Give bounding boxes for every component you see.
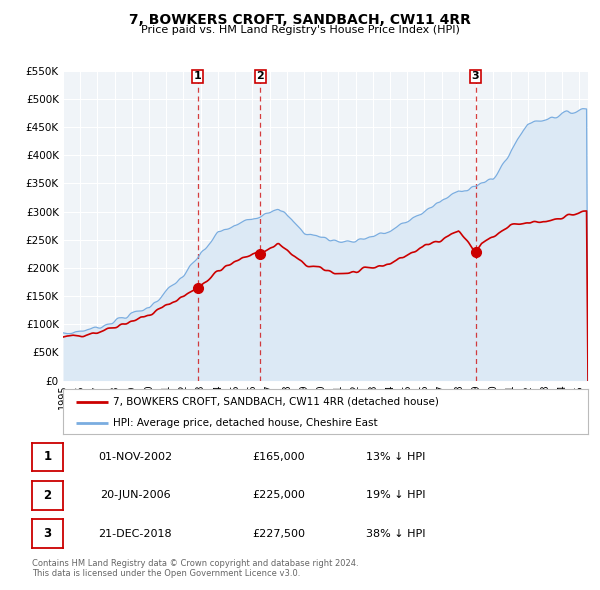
Text: £225,000: £225,000 bbox=[253, 490, 305, 500]
Text: This data is licensed under the Open Government Licence v3.0.: This data is licensed under the Open Gov… bbox=[32, 569, 300, 578]
Text: £227,500: £227,500 bbox=[253, 529, 305, 539]
Text: Contains HM Land Registry data © Crown copyright and database right 2024.: Contains HM Land Registry data © Crown c… bbox=[32, 559, 358, 568]
Text: 3: 3 bbox=[43, 527, 52, 540]
Text: 2: 2 bbox=[43, 489, 52, 502]
Text: 7, BOWKERS CROFT, SANDBACH, CW11 4RR: 7, BOWKERS CROFT, SANDBACH, CW11 4RR bbox=[129, 13, 471, 27]
Text: 21-DEC-2018: 21-DEC-2018 bbox=[98, 529, 172, 539]
Text: 1: 1 bbox=[194, 71, 202, 81]
Text: 3: 3 bbox=[472, 71, 479, 81]
Text: 38% ↓ HPI: 38% ↓ HPI bbox=[366, 529, 426, 539]
Text: 2: 2 bbox=[257, 71, 264, 81]
Text: 13% ↓ HPI: 13% ↓ HPI bbox=[367, 452, 425, 462]
Text: Price paid vs. HM Land Registry's House Price Index (HPI): Price paid vs. HM Land Registry's House … bbox=[140, 25, 460, 35]
Text: £165,000: £165,000 bbox=[253, 452, 305, 462]
Text: 1: 1 bbox=[43, 450, 52, 464]
Text: 20-JUN-2006: 20-JUN-2006 bbox=[100, 490, 170, 500]
Text: 01-NOV-2002: 01-NOV-2002 bbox=[98, 452, 172, 462]
Text: 19% ↓ HPI: 19% ↓ HPI bbox=[366, 490, 426, 500]
Text: 7, BOWKERS CROFT, SANDBACH, CW11 4RR (detached house): 7, BOWKERS CROFT, SANDBACH, CW11 4RR (de… bbox=[113, 397, 439, 407]
Text: HPI: Average price, detached house, Cheshire East: HPI: Average price, detached house, Ches… bbox=[113, 418, 377, 428]
